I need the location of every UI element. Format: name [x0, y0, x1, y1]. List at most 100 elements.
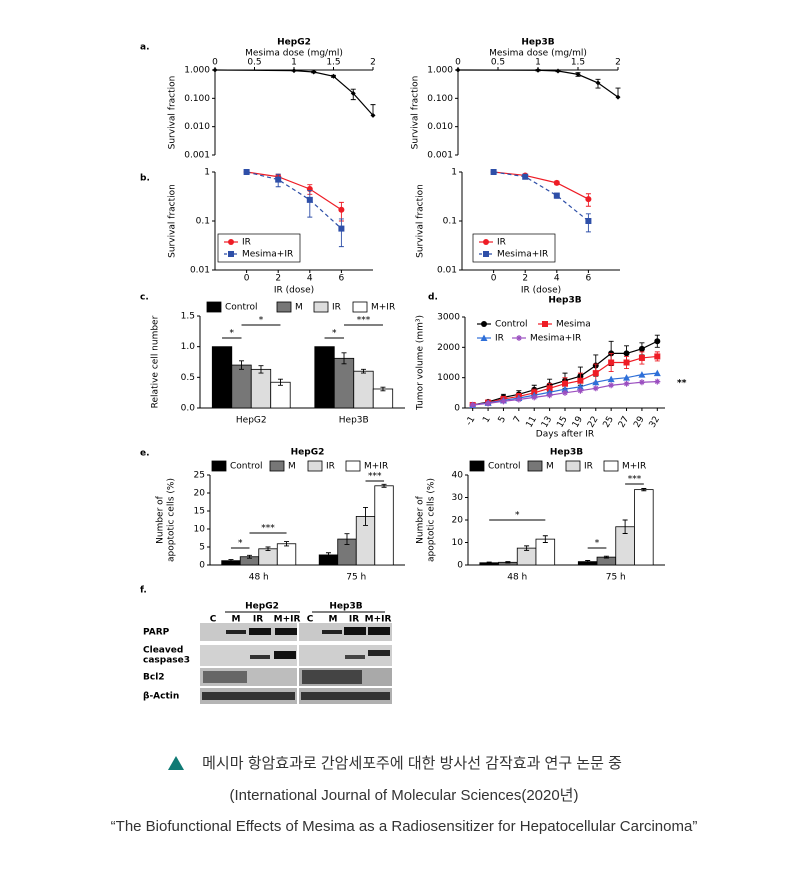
y-tick-label: 0.100 — [184, 94, 210, 104]
marker — [623, 380, 630, 387]
lane-label: M+IR — [365, 615, 392, 625]
x-axis-label: Days after IR — [536, 430, 594, 440]
error-bar — [277, 378, 283, 386]
legend-swatch — [276, 301, 292, 313]
caption-title: 메시마 항암효과로 간암세포주에 대한 방사선 감작효과 연구 논문 중 — [202, 755, 622, 772]
legend-label: Mesima+IR — [497, 250, 548, 260]
legend-swatch — [603, 460, 619, 472]
legend-label: IR — [584, 462, 593, 472]
series-line — [214, 69, 374, 116]
panel-label: e. — [140, 449, 150, 459]
marker — [608, 359, 615, 366]
x-tick-label: 1 — [291, 58, 297, 68]
x-tick-label: 11 — [525, 415, 539, 430]
marker — [576, 383, 584, 390]
band — [302, 670, 362, 684]
marker — [608, 382, 615, 389]
legend-label: IR — [326, 462, 335, 472]
panel-label: d. — [428, 293, 438, 303]
marker — [228, 251, 234, 257]
marker — [212, 67, 218, 73]
marker — [350, 90, 356, 96]
y-tick-label: 25 — [194, 471, 205, 481]
y-tick-label: 2000 — [437, 343, 460, 353]
lane-label: M — [329, 615, 338, 625]
y-tick-label: 0 — [199, 561, 205, 571]
y-tick-label: 10 — [452, 538, 464, 548]
bar — [276, 543, 297, 566]
x-tick-label: 1 — [481, 415, 493, 425]
x-tick-label: 0.5 — [491, 58, 505, 68]
y-tick-label: 30 — [452, 493, 464, 503]
blot-row-label: Bcl2 — [143, 673, 165, 683]
blot-cell-line: Hep3B — [329, 602, 362, 612]
marker — [607, 375, 615, 383]
marker — [480, 334, 488, 341]
legend-swatch — [206, 301, 222, 313]
marker — [306, 196, 313, 203]
legend-label: Control — [225, 303, 258, 313]
error-bar — [265, 546, 271, 552]
marker — [575, 71, 581, 77]
marker — [638, 379, 645, 386]
marker — [585, 196, 592, 203]
blot-cell-line: HepG2 — [245, 602, 279, 612]
blot-row-label: β-Actin — [143, 692, 179, 702]
y-tick-label: 1.000 — [184, 66, 210, 76]
chart-title: Hep3B — [548, 296, 581, 306]
panel-label: a. — [140, 43, 150, 53]
x-tick-label: 5 — [497, 415, 509, 425]
marker — [592, 378, 600, 386]
band — [226, 630, 246, 634]
marker — [228, 239, 234, 245]
marker — [615, 94, 621, 100]
panel-label: c. — [140, 293, 149, 303]
y-axis-label: Relative cell number — [151, 315, 161, 408]
marker — [291, 68, 297, 74]
bar — [353, 370, 374, 409]
error-bar — [344, 533, 350, 545]
x-tick-label: 48 h — [507, 573, 527, 583]
legend-label: M — [295, 303, 303, 313]
marker — [653, 369, 661, 377]
legend-box — [472, 233, 556, 263]
bar — [374, 485, 394, 566]
error-bar — [360, 368, 366, 374]
error-bar — [307, 190, 313, 218]
y-tick-label: 0.001 — [427, 151, 453, 161]
blot-strip — [200, 623, 297, 641]
y-axis-label: apoptotic cells (%) — [167, 478, 177, 562]
caption-icon — [168, 756, 184, 770]
y-axis-label: Number of — [156, 495, 166, 544]
series-line — [493, 171, 589, 222]
marker — [485, 400, 492, 407]
error-bar — [524, 545, 530, 551]
y-axis-label: Survival fraction — [411, 76, 421, 150]
marker — [338, 225, 345, 232]
marker — [546, 385, 553, 392]
blot-row-label: PARP — [143, 628, 170, 638]
band — [275, 628, 297, 635]
error-bar — [381, 483, 387, 488]
error-bar — [380, 386, 386, 392]
marker — [531, 394, 538, 401]
x-tick-label: 2 — [615, 58, 621, 68]
marker — [654, 353, 661, 360]
marker — [623, 374, 631, 381]
y-tick-label: 0.01 — [437, 266, 457, 276]
series-line — [246, 171, 342, 230]
y-tick-label: 0.001 — [184, 151, 210, 161]
y-axis-label: Number of — [416, 495, 426, 544]
lane-label: IR — [349, 615, 359, 625]
marker — [577, 387, 584, 394]
band — [368, 627, 390, 635]
x-tick-label: 2 — [370, 58, 376, 68]
x-tick-label: 0 — [244, 273, 250, 283]
marker — [592, 370, 599, 377]
x-tick-label: 4 — [307, 273, 313, 283]
bar — [634, 489, 654, 566]
chart-title: Hep3B — [521, 38, 554, 48]
y-axis-label: apoptotic cells (%) — [427, 478, 437, 562]
y-tick-label: 3000 — [437, 313, 460, 323]
